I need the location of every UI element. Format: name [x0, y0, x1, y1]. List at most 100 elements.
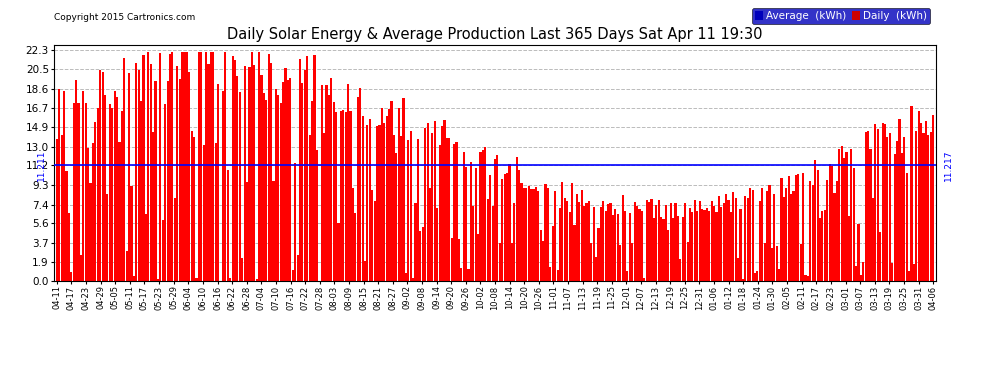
Bar [881, 123, 884, 281]
Bar [217, 84, 219, 281]
Bar [385, 116, 388, 281]
Bar [665, 205, 667, 281]
Bar [67, 213, 70, 281]
Bar [733, 192, 735, 281]
Bar [872, 198, 874, 281]
Bar [477, 234, 479, 281]
Bar [554, 191, 556, 281]
Bar [754, 273, 756, 281]
Bar [104, 96, 106, 281]
Bar [265, 100, 267, 281]
Bar [898, 118, 901, 281]
Bar [427, 123, 429, 281]
Bar [432, 132, 434, 281]
Bar [641, 211, 643, 281]
Bar [145, 214, 147, 281]
Bar [97, 108, 99, 281]
Bar [720, 207, 723, 281]
Bar [479, 152, 482, 281]
Bar [373, 201, 376, 281]
Bar [864, 132, 867, 281]
Bar [551, 226, 553, 281]
Bar [682, 217, 684, 281]
Bar [867, 131, 869, 281]
Bar [549, 267, 551, 281]
Bar [188, 72, 190, 281]
Bar [415, 203, 417, 281]
Bar [356, 97, 358, 281]
Bar [696, 211, 698, 281]
Bar [911, 106, 913, 281]
Bar [398, 108, 400, 281]
Bar [504, 174, 506, 281]
Bar [140, 101, 143, 281]
Bar [571, 183, 573, 281]
Bar [843, 158, 845, 281]
Bar [351, 188, 354, 281]
Bar [701, 209, 703, 281]
Bar [326, 85, 328, 281]
Bar [831, 165, 834, 281]
Bar [521, 183, 523, 281]
Bar [138, 70, 140, 281]
Bar [210, 52, 212, 281]
Bar [215, 143, 217, 281]
Bar [222, 91, 224, 281]
Bar [297, 255, 299, 281]
Bar [761, 188, 763, 281]
Bar [148, 52, 149, 281]
Bar [123, 58, 126, 281]
Bar [212, 52, 215, 281]
Bar [763, 243, 765, 281]
Bar [891, 263, 893, 281]
Bar [836, 180, 838, 281]
Bar [75, 80, 77, 281]
Bar [345, 112, 346, 281]
Bar [723, 203, 725, 281]
Bar [684, 202, 686, 281]
Bar [258, 52, 260, 281]
Bar [790, 194, 792, 281]
Bar [275, 89, 277, 281]
Bar [393, 135, 395, 281]
Legend: Average  (kWh), Daily  (kWh): Average (kWh), Daily (kWh) [751, 8, 931, 24]
Bar [133, 276, 135, 281]
Bar [506, 172, 508, 281]
Bar [388, 110, 390, 281]
Bar [556, 270, 558, 281]
Bar [874, 124, 876, 281]
Bar [877, 129, 879, 281]
Bar [457, 238, 460, 281]
Bar [516, 156, 518, 281]
Bar [650, 200, 652, 281]
Bar [543, 242, 545, 281]
Bar [932, 116, 935, 281]
Bar [102, 72, 104, 281]
Bar [706, 208, 708, 281]
Bar [289, 78, 291, 281]
Bar [343, 110, 345, 281]
Bar [657, 200, 659, 281]
Bar [802, 173, 804, 281]
Bar [860, 275, 862, 281]
Bar [563, 198, 566, 281]
Bar [923, 134, 925, 281]
Bar [80, 255, 82, 281]
Bar [195, 279, 198, 281]
Bar [248, 67, 250, 281]
Bar [407, 140, 410, 281]
Bar [390, 101, 393, 281]
Bar [756, 272, 758, 281]
Bar [783, 197, 785, 281]
Bar [299, 59, 301, 281]
Bar [116, 97, 118, 281]
Bar [672, 217, 674, 281]
Bar [573, 225, 575, 281]
Bar [852, 168, 854, 281]
Bar [588, 201, 590, 281]
Bar [925, 121, 927, 281]
Bar [354, 213, 356, 281]
Bar [316, 150, 318, 281]
Bar [347, 84, 349, 281]
Bar [896, 141, 898, 281]
